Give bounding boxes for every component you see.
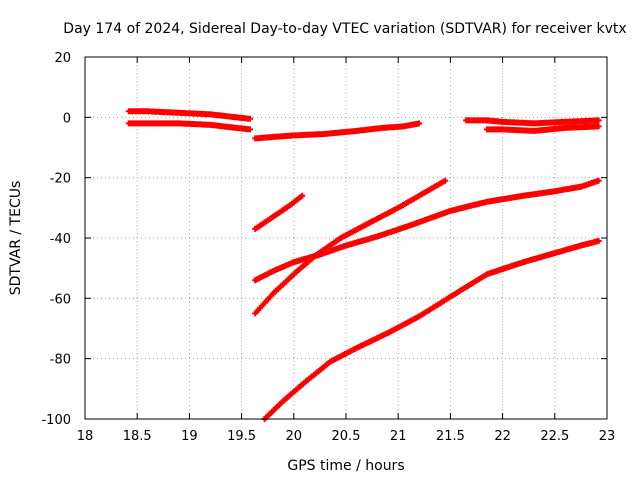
x-tick-label: 19 xyxy=(181,429,198,444)
series-track-g-lower xyxy=(483,123,602,134)
y-tick-label: -60 xyxy=(50,292,71,307)
x-tick-label: 20.5 xyxy=(332,429,361,444)
series-track-a-lower xyxy=(125,120,253,133)
x-tick-label: 22 xyxy=(494,429,511,444)
y-tick-label: 20 xyxy=(54,51,71,66)
x-tick-label: 21 xyxy=(390,429,407,444)
series-track-c xyxy=(252,192,306,232)
y-tick-label: -20 xyxy=(50,172,71,187)
data-marks xyxy=(252,120,423,142)
series-track-b xyxy=(252,120,423,142)
series-track-g-upper xyxy=(463,117,602,127)
x-tick-label: 23 xyxy=(599,429,616,444)
data-marks xyxy=(252,177,602,284)
axis-ticks: 18 18.5 19 19.5 20 20.5 21 21.5 22 22.5 23 -100 -80 -… xyxy=(41,51,615,444)
series-track-d xyxy=(252,177,602,284)
x-tick-label: 19.5 xyxy=(227,429,256,444)
series-track-f xyxy=(261,238,602,422)
series-track-a-upper xyxy=(125,108,253,122)
data-marks xyxy=(125,120,253,133)
x-tick-label: 21.5 xyxy=(436,429,465,444)
series-track-e xyxy=(252,177,449,317)
x-tick-label: 22.5 xyxy=(540,429,569,444)
y-tick-label: 0 xyxy=(63,111,71,126)
data-marks xyxy=(125,108,253,122)
data-marks xyxy=(483,123,602,134)
y-tick-label: -40 xyxy=(50,232,71,247)
data-marks xyxy=(463,117,602,127)
y-axis-label: SDTVAR / TECUs xyxy=(8,181,24,296)
x-axis-label: GPS time / hours xyxy=(287,458,404,474)
data-marks xyxy=(261,238,602,422)
y-tick-label: -80 xyxy=(50,353,71,368)
chart-title: Day 174 of 2024, Sidereal Day-to-day VTE… xyxy=(63,21,626,37)
x-tick-label: 18.5 xyxy=(123,429,152,444)
data-marks xyxy=(252,192,306,232)
y-tick-label: -100 xyxy=(41,413,71,428)
x-tick-label: 18 xyxy=(77,429,94,444)
data-marks xyxy=(252,177,449,317)
data-points xyxy=(125,108,602,422)
x-tick-label: 20 xyxy=(286,429,303,444)
